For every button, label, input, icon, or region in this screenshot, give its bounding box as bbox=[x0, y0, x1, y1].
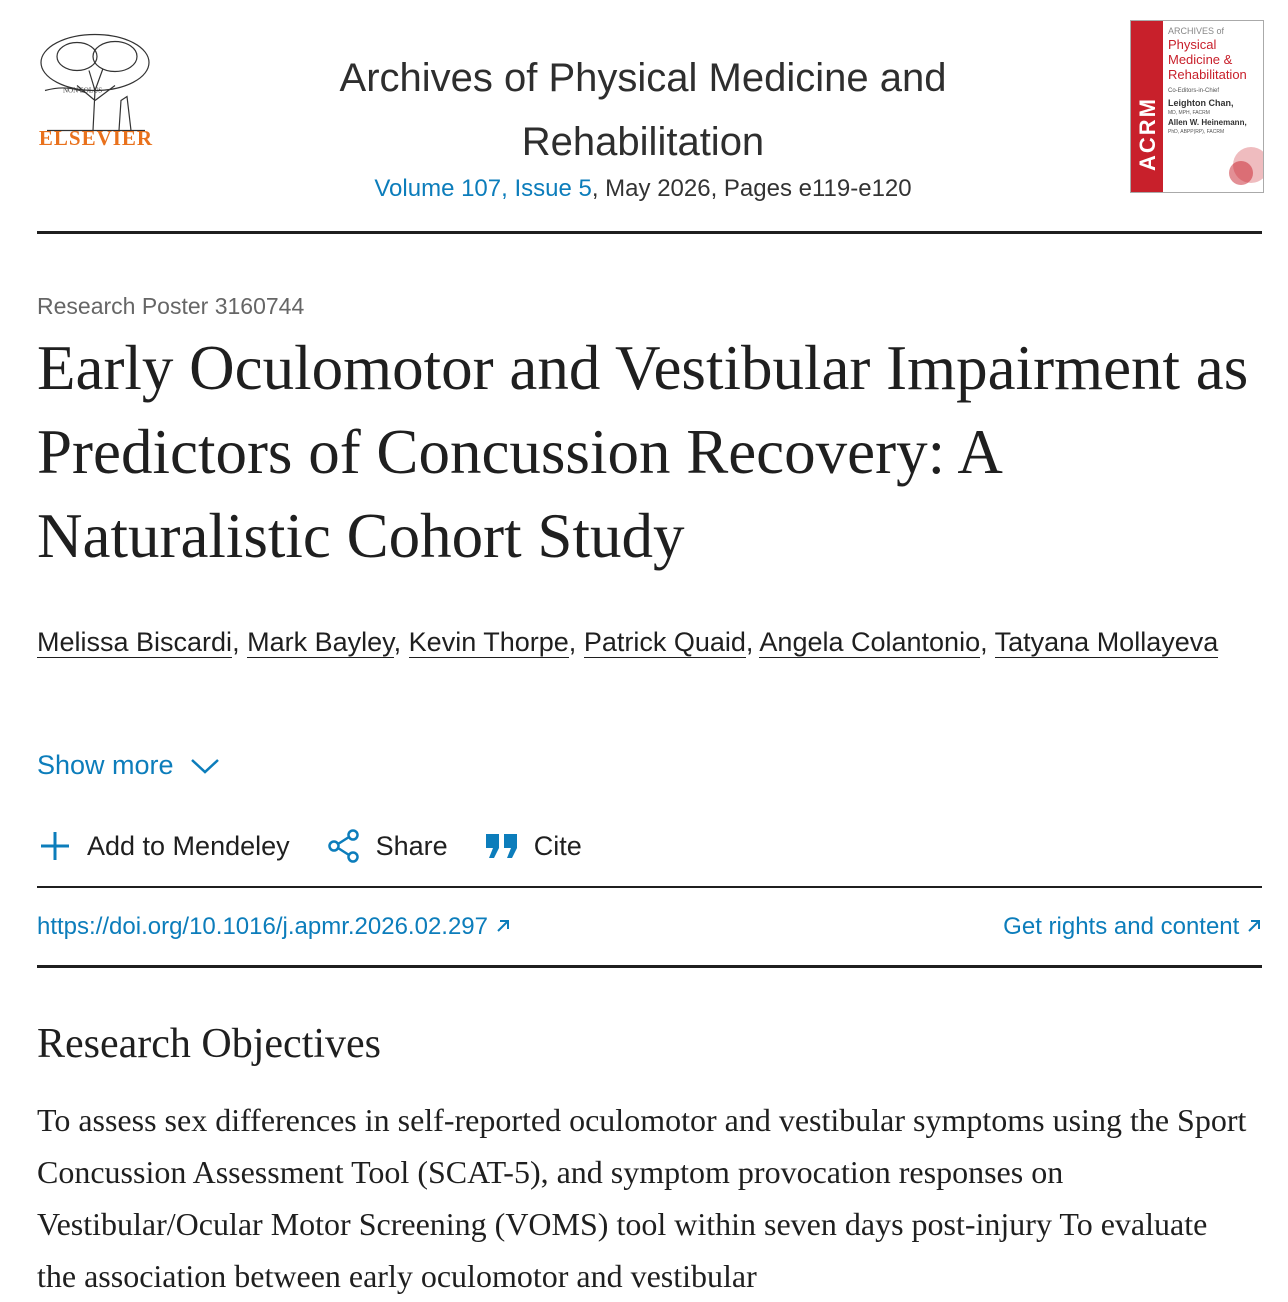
action-label: Share bbox=[375, 830, 448, 861]
chevron-icon bbox=[190, 758, 219, 774]
author-link[interactable]: Mark Bayley bbox=[247, 627, 394, 658]
doi-link[interactable]: https://doi.org/10.1016/j.apmr.2026.02.2… bbox=[37, 913, 511, 941]
article-title: Early Oculomotor and Vestibular Impairme… bbox=[37, 333, 1249, 571]
publisher-name: ELSEVIER bbox=[38, 126, 154, 150]
cover-editors-label: Co-Editors-in-Chief bbox=[1168, 88, 1220, 94]
author-link[interactable]: Patrick Quaid bbox=[583, 627, 746, 658]
author-link[interactable]: Tatyana Mollayeva bbox=[994, 627, 1219, 658]
external-icon bbox=[1248, 920, 1260, 932]
issue-details: , May 2026, Pages e119-e120 bbox=[591, 175, 912, 202]
journal-title[interactable]: Archives of Physical Medicine and Rehabi… bbox=[339, 56, 947, 164]
issue-info: Volume 107, Issue 5, May 2026, Pages e11… bbox=[290, 175, 996, 203]
author-separator: , bbox=[568, 627, 577, 657]
author-separator: , bbox=[393, 627, 402, 657]
share[interactable]: Share bbox=[326, 828, 448, 864]
author-link[interactable]: Angela Colantonio bbox=[759, 627, 981, 658]
author-separator: , bbox=[232, 627, 240, 657]
quote-icon bbox=[485, 834, 517, 858]
author-link[interactable]: Kevin Thorpe bbox=[408, 627, 569, 658]
cover-editor-degrees: PhD, ABPP(RP), FACRM bbox=[1168, 129, 1225, 135]
action-label: Cite bbox=[533, 830, 582, 861]
header-rule bbox=[37, 231, 1262, 234]
cover-graphic bbox=[1229, 147, 1263, 185]
add-to-mendeley[interactable]: Add to Mendeley bbox=[37, 828, 290, 864]
elsevier-logo[interactable]: NON SOLUS bbox=[37, 18, 155, 153]
cover-series: ARCHIVES of bbox=[1168, 26, 1225, 36]
external-icon bbox=[496, 920, 509, 932]
divider bbox=[37, 886, 1262, 888]
issue-link[interactable]: Volume 107, Issue 5 bbox=[374, 175, 592, 202]
cite[interactable]: Cite bbox=[484, 828, 582, 864]
cover-editor-degrees: MD, MPH, FACRM bbox=[1168, 110, 1210, 116]
section-paragraph: To assess sex differences in self-report… bbox=[37, 1102, 1247, 1294]
plus-icon bbox=[41, 832, 69, 860]
doi-text: https://doi.org/10.1016/j.apmr.2026.02.2… bbox=[37, 913, 488, 940]
section-heading: Research Objectives bbox=[37, 1021, 382, 1067]
cover-society: ACRM bbox=[1135, 97, 1160, 171]
share-icon bbox=[327, 829, 359, 863]
cover-band bbox=[1131, 21, 1163, 192]
author-list: Melissa Biscardi, Mark Bayley, Kevin Tho… bbox=[37, 618, 1257, 667]
cover-editor: Leighton Chan, bbox=[1168, 98, 1234, 108]
action-label: Add to Mendeley bbox=[87, 830, 290, 861]
author-separator: , bbox=[745, 627, 754, 657]
article-type: Research Poster 3160744 bbox=[37, 293, 305, 319]
cover-editor: Allen W. Heinemann, bbox=[1168, 118, 1247, 127]
rights-link[interactable]: Get rights and content bbox=[1003, 913, 1262, 941]
logo-motto: NON SOLUS bbox=[63, 87, 102, 95]
divider bbox=[37, 965, 1262, 968]
journal-cover[interactable]: ACRM ARCHIVES of Physical Medicine & Reh… bbox=[1130, 20, 1264, 193]
action-bar: Add to Mendeley Share Cite bbox=[37, 828, 618, 864]
show-more[interactable]: Show more bbox=[37, 750, 220, 781]
cover-title: Physical Medicine & Rehabilitation bbox=[1168, 37, 1247, 82]
rights-text: Get rights and content bbox=[1003, 913, 1240, 940]
show-more-label: Show more bbox=[37, 750, 174, 780]
author-link[interactable]: Melissa Biscardi bbox=[37, 627, 233, 658]
author-separator: , bbox=[980, 627, 988, 657]
